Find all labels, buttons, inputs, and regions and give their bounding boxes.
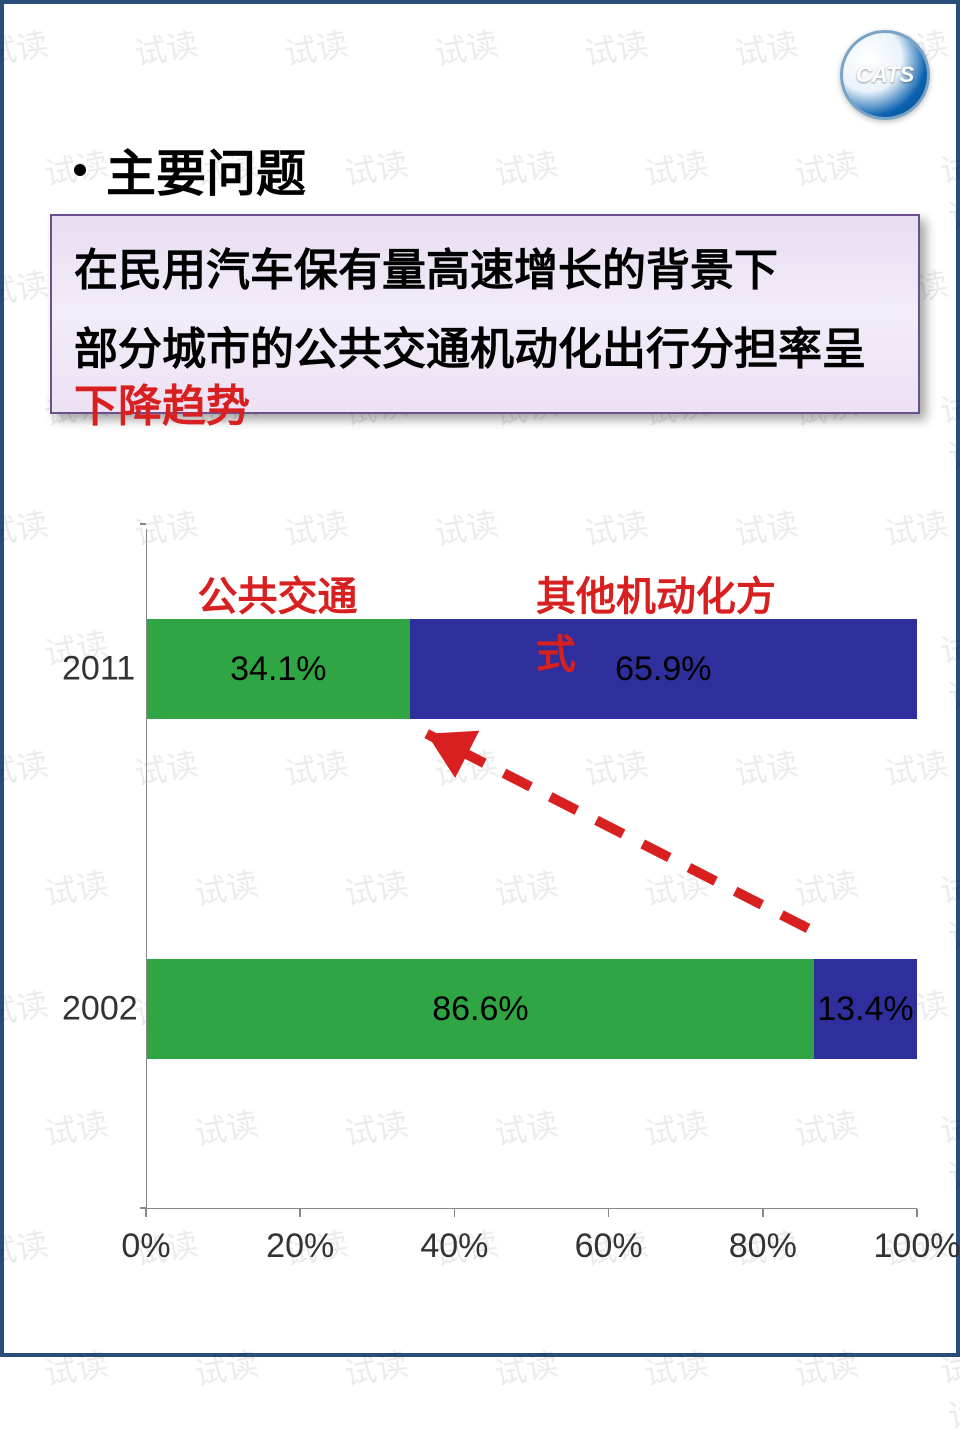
x-axis-tick	[299, 1209, 301, 1217]
x-axis-label: 60%	[575, 1227, 643, 1266]
callout-line-2-prefix: 部分城市的公共交通机动化出行分担率呈	[74, 325, 866, 374]
page-title: 主要问题	[106, 134, 306, 206]
callout-emphasis: 下降趋势	[74, 382, 250, 431]
y-axis-tick	[140, 523, 146, 525]
bar-value-label: 86.6%	[432, 990, 528, 1029]
x-axis-label: 100%	[874, 1227, 960, 1266]
x-axis-tick	[608, 1209, 610, 1217]
bar-row: 86.6% 13.4%	[147, 959, 917, 1059]
x-axis-tick	[762, 1209, 764, 1217]
bar-segment: 86.6%	[147, 959, 814, 1059]
callout-line-1: 在民用汽车保有量高速增长的背景下	[74, 242, 896, 299]
bar-segment: 13.4%	[814, 959, 917, 1059]
chart-plot: 34.1%65.9% 86.6% 13.4%	[146, 529, 917, 1209]
callout-line-2: 部分城市的公共交通机动化出行分担率呈下降趋势	[74, 321, 896, 435]
x-axis-label: 40%	[420, 1227, 488, 1266]
y-axis-tick	[140, 1207, 146, 1209]
x-axis-label: 20%	[266, 1227, 334, 1266]
y-axis-category: 2011	[62, 650, 134, 689]
bar-value-label: 34.1%	[230, 650, 326, 689]
logo-badge: CATS	[840, 30, 930, 120]
bar-segment: 34.1%	[147, 619, 410, 719]
callout-box: 在民用汽车保有量高速增长的背景下 部分城市的公共交通机动化出行分担率呈下降趋势	[50, 214, 920, 414]
series-label: 其他机动化方式	[536, 564, 790, 680]
x-axis-label: 0%	[121, 1227, 170, 1266]
bar-value-label: 13.4%	[817, 990, 913, 1029]
title-row: 主要问题	[74, 134, 306, 206]
y-axis-category: 2002	[62, 990, 134, 1029]
x-axis-tick	[916, 1209, 918, 1217]
x-axis-tick	[145, 1209, 147, 1217]
logo-text: CATS	[856, 62, 914, 88]
x-axis-label: 80%	[729, 1227, 797, 1266]
chart: 34.1%65.9%86.6%13.4% 0%20%40%60%80%100%2…	[62, 529, 917, 1304]
bar-row: 34.1%65.9%	[147, 619, 917, 719]
x-axis-tick	[454, 1209, 456, 1217]
bullet-icon	[74, 164, 86, 176]
series-label: 公共交通	[197, 564, 357, 622]
